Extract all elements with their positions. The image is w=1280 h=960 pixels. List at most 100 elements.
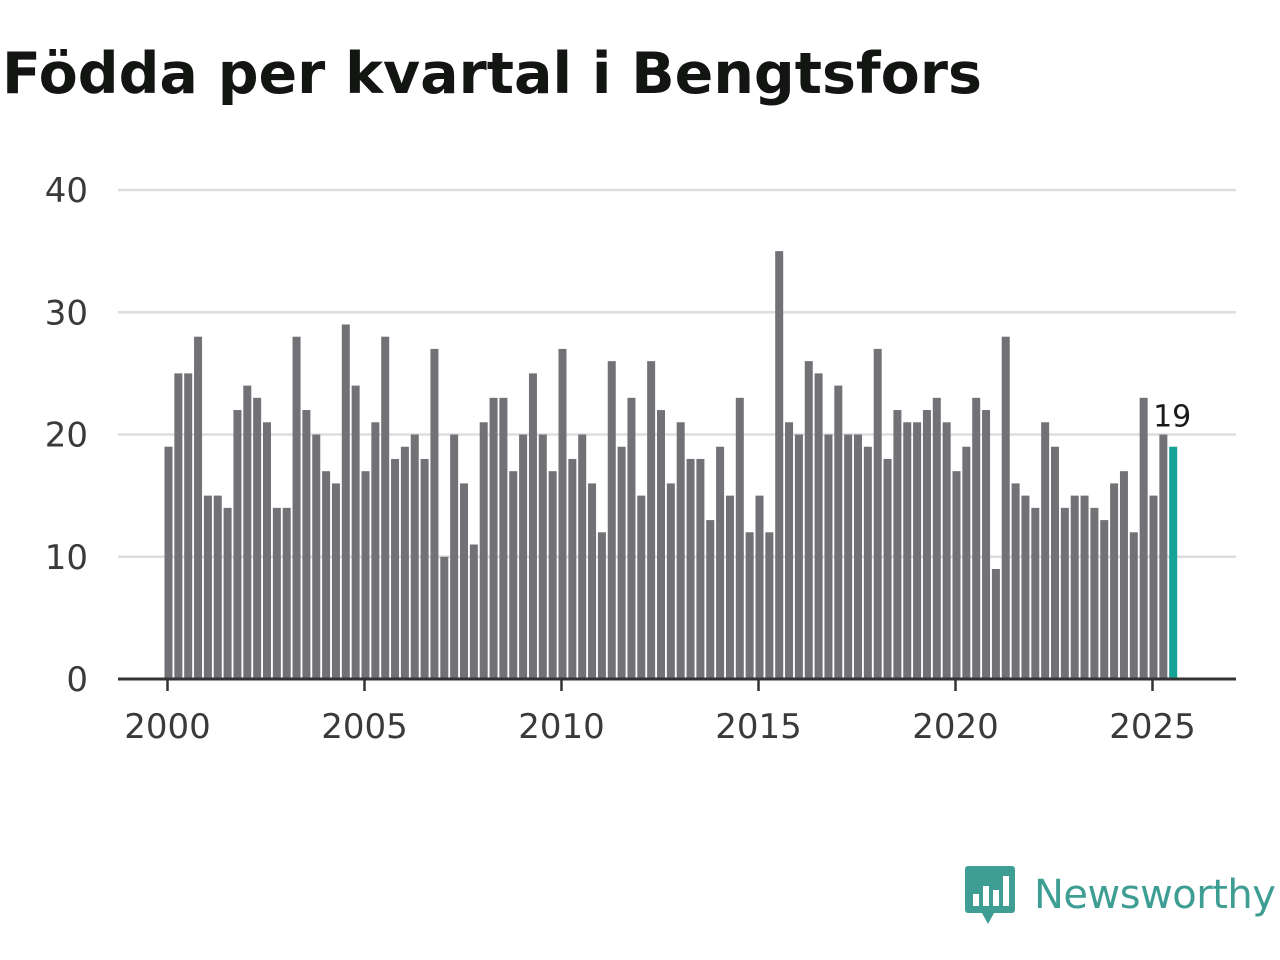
bar <box>548 471 557 679</box>
bar <box>617 446 626 679</box>
bar <box>834 385 843 679</box>
chart-title: Födda per kvartal i Bengtsfors <box>2 41 982 107</box>
bar <box>1159 434 1168 679</box>
bar <box>263 422 271 679</box>
bar <box>371 422 380 679</box>
axes <box>118 677 1236 691</box>
bar <box>863 446 872 679</box>
bar <box>1060 507 1069 679</box>
y-tick-label: 40 <box>45 171 88 211</box>
bar <box>607 361 616 679</box>
bar <box>932 397 941 679</box>
bar <box>1129 532 1138 679</box>
bar <box>400 446 409 679</box>
bar <box>725 495 734 680</box>
bar <box>1011 483 1020 679</box>
bar <box>213 495 222 680</box>
bar <box>253 397 262 679</box>
bar <box>440 556 449 679</box>
bar <box>558 348 567 679</box>
bar <box>1100 520 1109 679</box>
bar <box>804 361 813 679</box>
bar <box>509 471 518 679</box>
bar <box>568 458 577 679</box>
bar <box>775 251 784 680</box>
bar <box>578 434 587 679</box>
bar <box>538 434 547 679</box>
newsworthy-logo-icon <box>965 866 1015 924</box>
bar <box>282 507 291 679</box>
bar <box>844 434 853 679</box>
bar <box>410 434 419 679</box>
bar <box>982 410 991 679</box>
bar <box>1139 397 1148 679</box>
bar <box>1041 422 1050 679</box>
bar <box>873 348 882 679</box>
labels: 0 10 20 30 40 2000 2005 2010 2015 2020 2025 19 <box>45 171 1196 747</box>
bar <box>824 434 833 679</box>
bar <box>243 385 252 679</box>
bar <box>331 483 340 679</box>
x-tick-label: 2005 <box>321 707 408 747</box>
bar <box>391 458 400 679</box>
y-tick-label: 20 <box>45 416 88 456</box>
highlight-value-label: 19 <box>1153 400 1191 435</box>
bar <box>696 458 705 679</box>
bar <box>1001 336 1010 679</box>
bar <box>1051 446 1059 679</box>
bar <box>942 422 951 679</box>
bar <box>588 483 597 679</box>
bar <box>302 410 311 679</box>
bar <box>164 446 173 679</box>
x-tick-label: 2000 <box>124 707 211 747</box>
bar <box>1149 495 1158 680</box>
bar <box>272 507 281 679</box>
bar <box>686 458 695 679</box>
bar <box>223 507 232 679</box>
bar <box>489 397 498 679</box>
y-tick-label: 0 <box>66 660 88 700</box>
bar <box>194 336 203 679</box>
bar <box>1090 507 1099 679</box>
bar <box>706 520 715 679</box>
bar <box>499 397 508 679</box>
bar <box>341 324 350 679</box>
bar <box>597 532 606 679</box>
bar <box>184 373 193 680</box>
bar <box>922 410 931 679</box>
bar <box>785 422 794 679</box>
newsworthy-logo[interactable]: Newsworthy <box>964 864 1276 926</box>
bar <box>420 458 429 679</box>
bar <box>469 544 478 679</box>
x-tick-label: 2010 <box>518 707 605 747</box>
bar <box>1110 483 1119 679</box>
bar <box>972 397 981 679</box>
bar <box>203 495 212 680</box>
bar <box>1119 471 1128 679</box>
bar <box>174 373 183 680</box>
bar-highlight <box>1169 446 1178 679</box>
bar <box>903 422 912 679</box>
bar <box>647 361 656 679</box>
bar <box>745 532 754 679</box>
bar <box>814 373 823 680</box>
bar <box>322 471 331 679</box>
y-tick-label: 10 <box>45 538 88 578</box>
bar <box>755 495 764 680</box>
bar <box>233 410 242 679</box>
bar <box>1070 495 1079 680</box>
bar <box>794 434 803 679</box>
bar <box>637 495 646 680</box>
bar <box>479 422 488 679</box>
bar <box>952 471 961 679</box>
bar <box>519 434 528 679</box>
bar <box>991 568 1000 679</box>
brand-name: Newsworthy <box>1034 872 1276 918</box>
bar <box>361 471 370 679</box>
bar <box>676 422 685 679</box>
bar <box>381 336 390 679</box>
bar <box>716 446 725 679</box>
bar <box>450 434 459 679</box>
bar <box>666 483 675 679</box>
